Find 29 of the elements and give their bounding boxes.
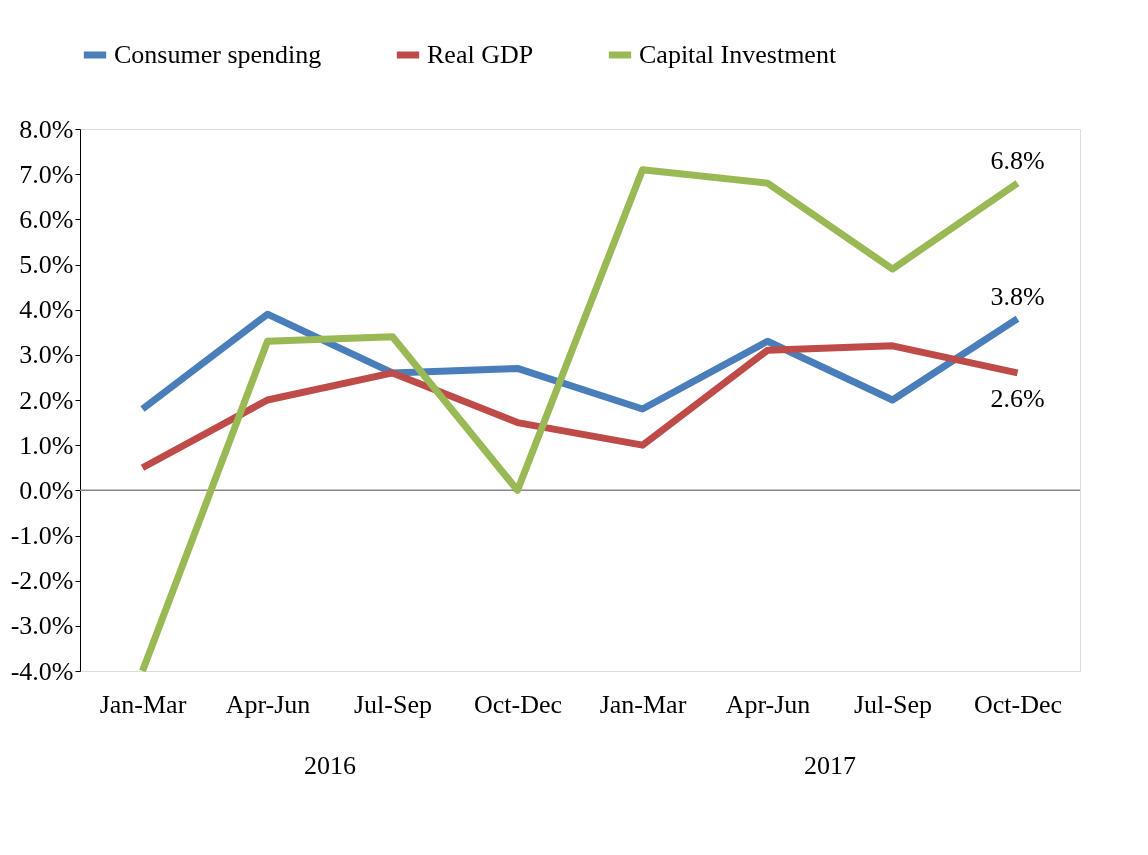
y-tick-label: 4.0% [19,295,74,325]
x-tick-label: Oct-Dec [973,689,1063,719]
legend-label: Capital Investment [639,40,837,69]
x-tick-label: Apr-Jun [225,689,311,719]
data-label: 2.6% [990,383,1045,413]
x-tick-label: Jan-Mar [599,689,687,719]
y-tick-label: -3.0% [10,611,74,641]
x-tick-label: Apr-Jun [725,689,811,719]
y-tick-label: -4.0% [10,656,74,686]
legend-label: Real GDP [427,40,534,69]
y-tick-label: -2.0% [10,566,74,596]
x-tick-label: Jan-Mar [99,689,187,719]
y-tick-label: 3.0% [19,340,74,370]
y-tick-label: 1.0% [19,430,74,460]
y-tick-label: 6.0% [19,204,74,234]
x-tick-label: Oct-Dec [473,689,563,719]
x-tick-label: Jul-Sep [854,689,932,719]
y-tick-label: 5.0% [19,250,74,279]
text: 2016 [304,751,356,780]
y-tick-label: 0.0% [19,475,74,505]
data-label: 3.8% [990,281,1045,311]
y-tick-label: 7.0% [19,159,74,189]
x-tick-label: Jul-Sep [354,689,432,719]
data-label: 6.8% [990,146,1045,176]
text: 2017 [804,751,856,780]
legend-label: Consumer spending [114,40,322,69]
y-tick-label: 2.0% [19,385,74,415]
y-tick-label: 8.0% [19,114,74,144]
y-tick-label: -1.0% [10,521,74,550]
